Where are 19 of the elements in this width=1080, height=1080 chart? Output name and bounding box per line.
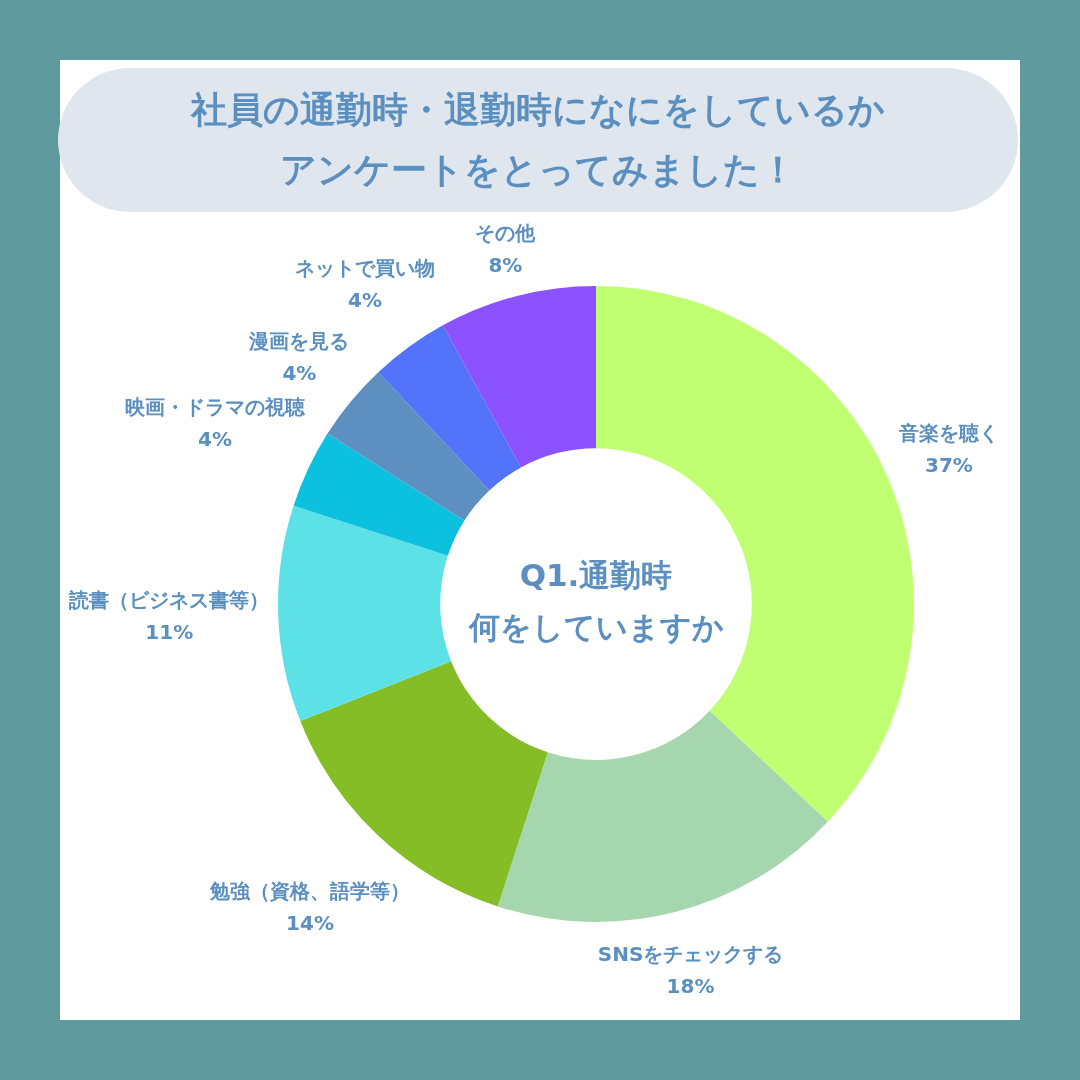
slice-label: ネットで買い物 (294, 256, 435, 281)
slice-label: その他 (475, 221, 537, 246)
data-label: 11% (145, 619, 194, 644)
data-label: 4% (198, 426, 232, 451)
text: 何をしていますか (467, 609, 724, 646)
slice-label: 映画・ドラマの視聴 (125, 394, 307, 419)
data-label: 4% (348, 288, 382, 313)
data-label: 8% (488, 253, 523, 278)
chart-title: 社員の通勤時・退勤時になにをしているかアンケートをとってみました！ (189, 88, 886, 192)
data-label: 37% (925, 453, 973, 478)
slice-label: 音楽を聴く (897, 421, 999, 446)
slice-label: SNSをチェックする (597, 942, 784, 967)
slice-label: 漫画を見る (248, 328, 350, 353)
text: Q1.通勤時 (519, 557, 673, 594)
slice-label: 勉強（資格、語学等） (209, 878, 411, 903)
data-label: 4% (282, 360, 317, 385)
data-label: 14% (286, 910, 334, 935)
data-label: 18% (666, 974, 715, 999)
slice-label: 読書（ビジネス書等） (68, 587, 270, 612)
